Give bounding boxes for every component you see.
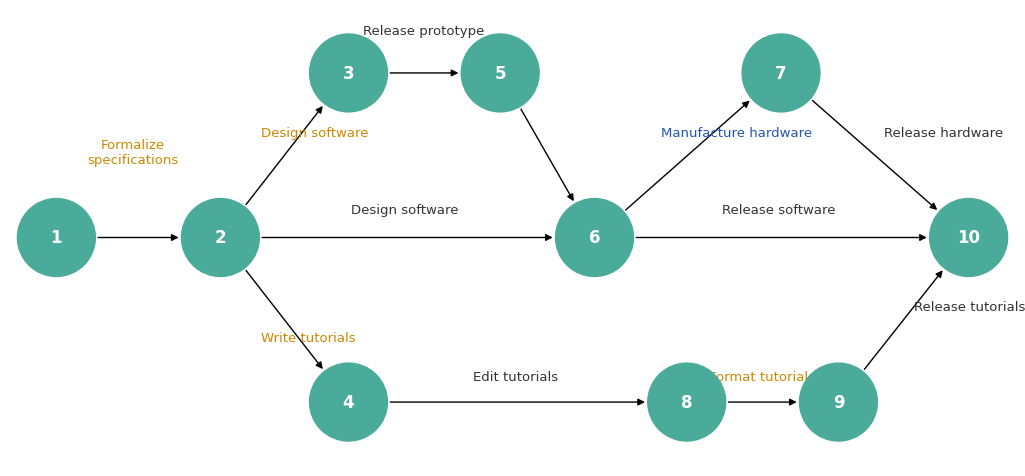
Text: 7: 7 <box>775 65 787 83</box>
Text: Manufacture hardware: Manufacture hardware <box>661 127 812 140</box>
Ellipse shape <box>742 35 820 113</box>
Ellipse shape <box>556 199 633 277</box>
Text: Release hardware: Release hardware <box>884 127 1002 140</box>
Ellipse shape <box>310 35 387 113</box>
Text: 1: 1 <box>50 229 63 247</box>
Text: Formalize
specifications: Formalize specifications <box>87 139 179 166</box>
Text: 4: 4 <box>342 393 355 411</box>
Ellipse shape <box>648 363 726 441</box>
Text: Release tutorials: Release tutorials <box>914 300 1025 314</box>
Text: 5: 5 <box>494 65 506 83</box>
Text: Design software: Design software <box>352 204 458 217</box>
Text: 9: 9 <box>832 393 845 411</box>
Text: Design software: Design software <box>261 127 369 140</box>
Ellipse shape <box>800 363 877 441</box>
Ellipse shape <box>181 199 259 277</box>
Text: Format tutorials: Format tutorials <box>708 370 815 383</box>
Text: 6: 6 <box>588 229 601 247</box>
Text: Release software: Release software <box>723 204 835 217</box>
Text: Write tutorials: Write tutorials <box>261 331 356 345</box>
Ellipse shape <box>461 35 539 113</box>
Ellipse shape <box>930 199 1008 277</box>
Text: 10: 10 <box>957 229 980 247</box>
Text: 3: 3 <box>342 65 355 83</box>
Text: 8: 8 <box>681 393 693 411</box>
Text: Edit tutorials: Edit tutorials <box>473 370 559 383</box>
Text: 2: 2 <box>214 229 227 247</box>
Ellipse shape <box>17 199 95 277</box>
Text: Release prototype: Release prototype <box>363 25 484 38</box>
Ellipse shape <box>310 363 387 441</box>
